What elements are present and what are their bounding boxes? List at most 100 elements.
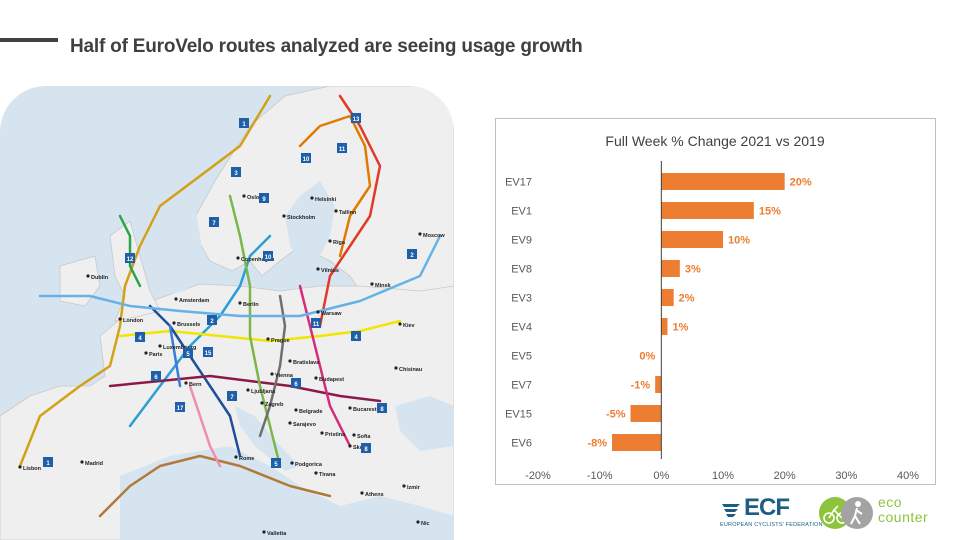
- route-badge: [263, 251, 273, 261]
- route-badge-number: 6: [294, 382, 298, 388]
- slide-title: Half of EuroVelo routes analyzed are see…: [70, 36, 583, 57]
- x-tick-label: 30%: [835, 470, 857, 482]
- x-tick-label: -20%: [525, 470, 551, 482]
- route-ev2: [38, 234, 442, 318]
- city-dot: [314, 471, 318, 475]
- eco-counter-logo: eco counter: [818, 494, 938, 534]
- route-ev10: [298, 114, 372, 258]
- city-label: Paris: [149, 352, 162, 358]
- category-label: EV6: [511, 438, 532, 450]
- bar-ev3: [661, 289, 674, 306]
- route-badge-number: 1: [46, 461, 50, 467]
- route-badge: [407, 249, 417, 259]
- city-dot: [18, 465, 22, 469]
- category-label: EV4: [511, 322, 532, 334]
- bar-ev1: [661, 202, 754, 219]
- ecf-wing-icon: [722, 504, 740, 517]
- route-badge-number: 6: [154, 375, 158, 381]
- city-dot: [282, 214, 286, 218]
- city-label: Tirana: [319, 472, 336, 478]
- city-dot: [334, 209, 338, 213]
- city-dot: [288, 359, 292, 363]
- city-dot: [288, 421, 292, 425]
- city-dot: [316, 267, 320, 271]
- city-label: Madrid: [85, 461, 103, 467]
- city-dot: [246, 388, 250, 392]
- seas: [120, 181, 454, 540]
- route-badge: [125, 253, 135, 263]
- city-label: Podgorica: [295, 462, 323, 468]
- city-dot: [398, 322, 402, 326]
- route-badge-number: 2: [210, 319, 214, 325]
- city-label: Bucarest: [353, 407, 377, 413]
- city-label: Belgrade: [299, 409, 323, 415]
- adriatic-sea: [235, 406, 300, 471]
- city-label: Warsaw: [321, 311, 342, 317]
- city-dot: [86, 274, 90, 278]
- chart-title: Full Week % Change 2021 vs 2019: [605, 133, 824, 149]
- city-dot: [328, 239, 332, 243]
- ecf-logo: ECF EUROPEAN CYCLISTS' FEDERATION: [720, 494, 823, 534]
- city-label: Valletta: [267, 531, 287, 537]
- city-dot: [174, 297, 178, 301]
- route-ev3: [128, 234, 272, 428]
- category-label: EV17: [505, 177, 532, 189]
- city-label: Stockholm: [287, 215, 315, 221]
- city-label: Ljubljana: [251, 389, 276, 395]
- x-tick-label: -10%: [587, 470, 613, 482]
- city-dot: [158, 344, 162, 348]
- city-dot: [238, 301, 242, 305]
- route-ev8: [98, 454, 332, 518]
- route-badge: [351, 113, 361, 123]
- route-ev13: [298, 284, 352, 448]
- city-label: Chisinau: [399, 367, 422, 373]
- change-chart-panel: Full Week % Change 2021 vs 2019 EV17 EV1 E…: [495, 118, 936, 485]
- route-badge: [209, 217, 219, 227]
- city-label: Tallinn: [339, 210, 357, 216]
- x-tick-label: 40%: [897, 470, 919, 482]
- ecf-subtitle: EUROPEAN CYCLISTS' FEDERATION: [720, 522, 823, 528]
- eco-word-line1: eco: [878, 494, 903, 510]
- bar-ev6: [612, 434, 662, 451]
- value-label: 15%: [759, 206, 781, 218]
- city-dot: [418, 232, 422, 236]
- category-label: EV15: [505, 409, 532, 421]
- route-badge: [227, 391, 237, 401]
- city-dot: [184, 381, 188, 385]
- city-label: Zagreb: [265, 402, 284, 408]
- great-britain-land: [109, 220, 161, 322]
- route-badge-number: 7: [212, 221, 216, 227]
- value-label: 10%: [728, 235, 750, 247]
- route-ev11: [318, 94, 382, 328]
- eurovelo-routes: [18, 94, 442, 518]
- city-dot: [144, 351, 148, 355]
- ecf-name: ECF: [744, 494, 790, 521]
- city-dot: [402, 484, 406, 488]
- route-badge-number: 4: [354, 335, 358, 341]
- category-label: EV1: [511, 206, 532, 218]
- city-dot: [234, 455, 238, 459]
- city-label: Moscow: [423, 233, 445, 239]
- city-label: Oslo: [247, 195, 260, 201]
- category-labels: EV17 EV1 EV9 EV8 EV3 EV4 EV5 EV7 EV15 EV6: [505, 177, 532, 450]
- bar-ev4: [661, 318, 668, 335]
- city-label: Berlin: [243, 302, 259, 308]
- value-labels: 20% 15% 10% 3% 2% 1% 0% -1% -5% -8%: [587, 177, 811, 450]
- eurovelo-map: Helsinki Tallinn Oslo Stockholm Riga Moscow Co…: [0, 86, 454, 540]
- city-dot: [348, 406, 352, 410]
- city-label: Prague: [271, 338, 290, 344]
- city-dot: [416, 520, 420, 524]
- category-label: EV5: [511, 351, 532, 363]
- city-label: Dublin: [91, 275, 109, 281]
- map-canvas: Helsinki Tallinn Oslo Stockholm Riga Moscow Co…: [0, 86, 454, 540]
- value-label: -5%: [606, 409, 626, 421]
- city-dot: [118, 317, 122, 321]
- city-label: Helsinki: [315, 197, 337, 203]
- city-dot: [80, 460, 84, 464]
- city-label: Bratislava: [293, 360, 320, 366]
- city-dot: [290, 461, 294, 465]
- x-tick-label: 10%: [712, 470, 734, 482]
- bar-ev17: [661, 173, 785, 190]
- eco-pedestrian-icon: [841, 497, 873, 529]
